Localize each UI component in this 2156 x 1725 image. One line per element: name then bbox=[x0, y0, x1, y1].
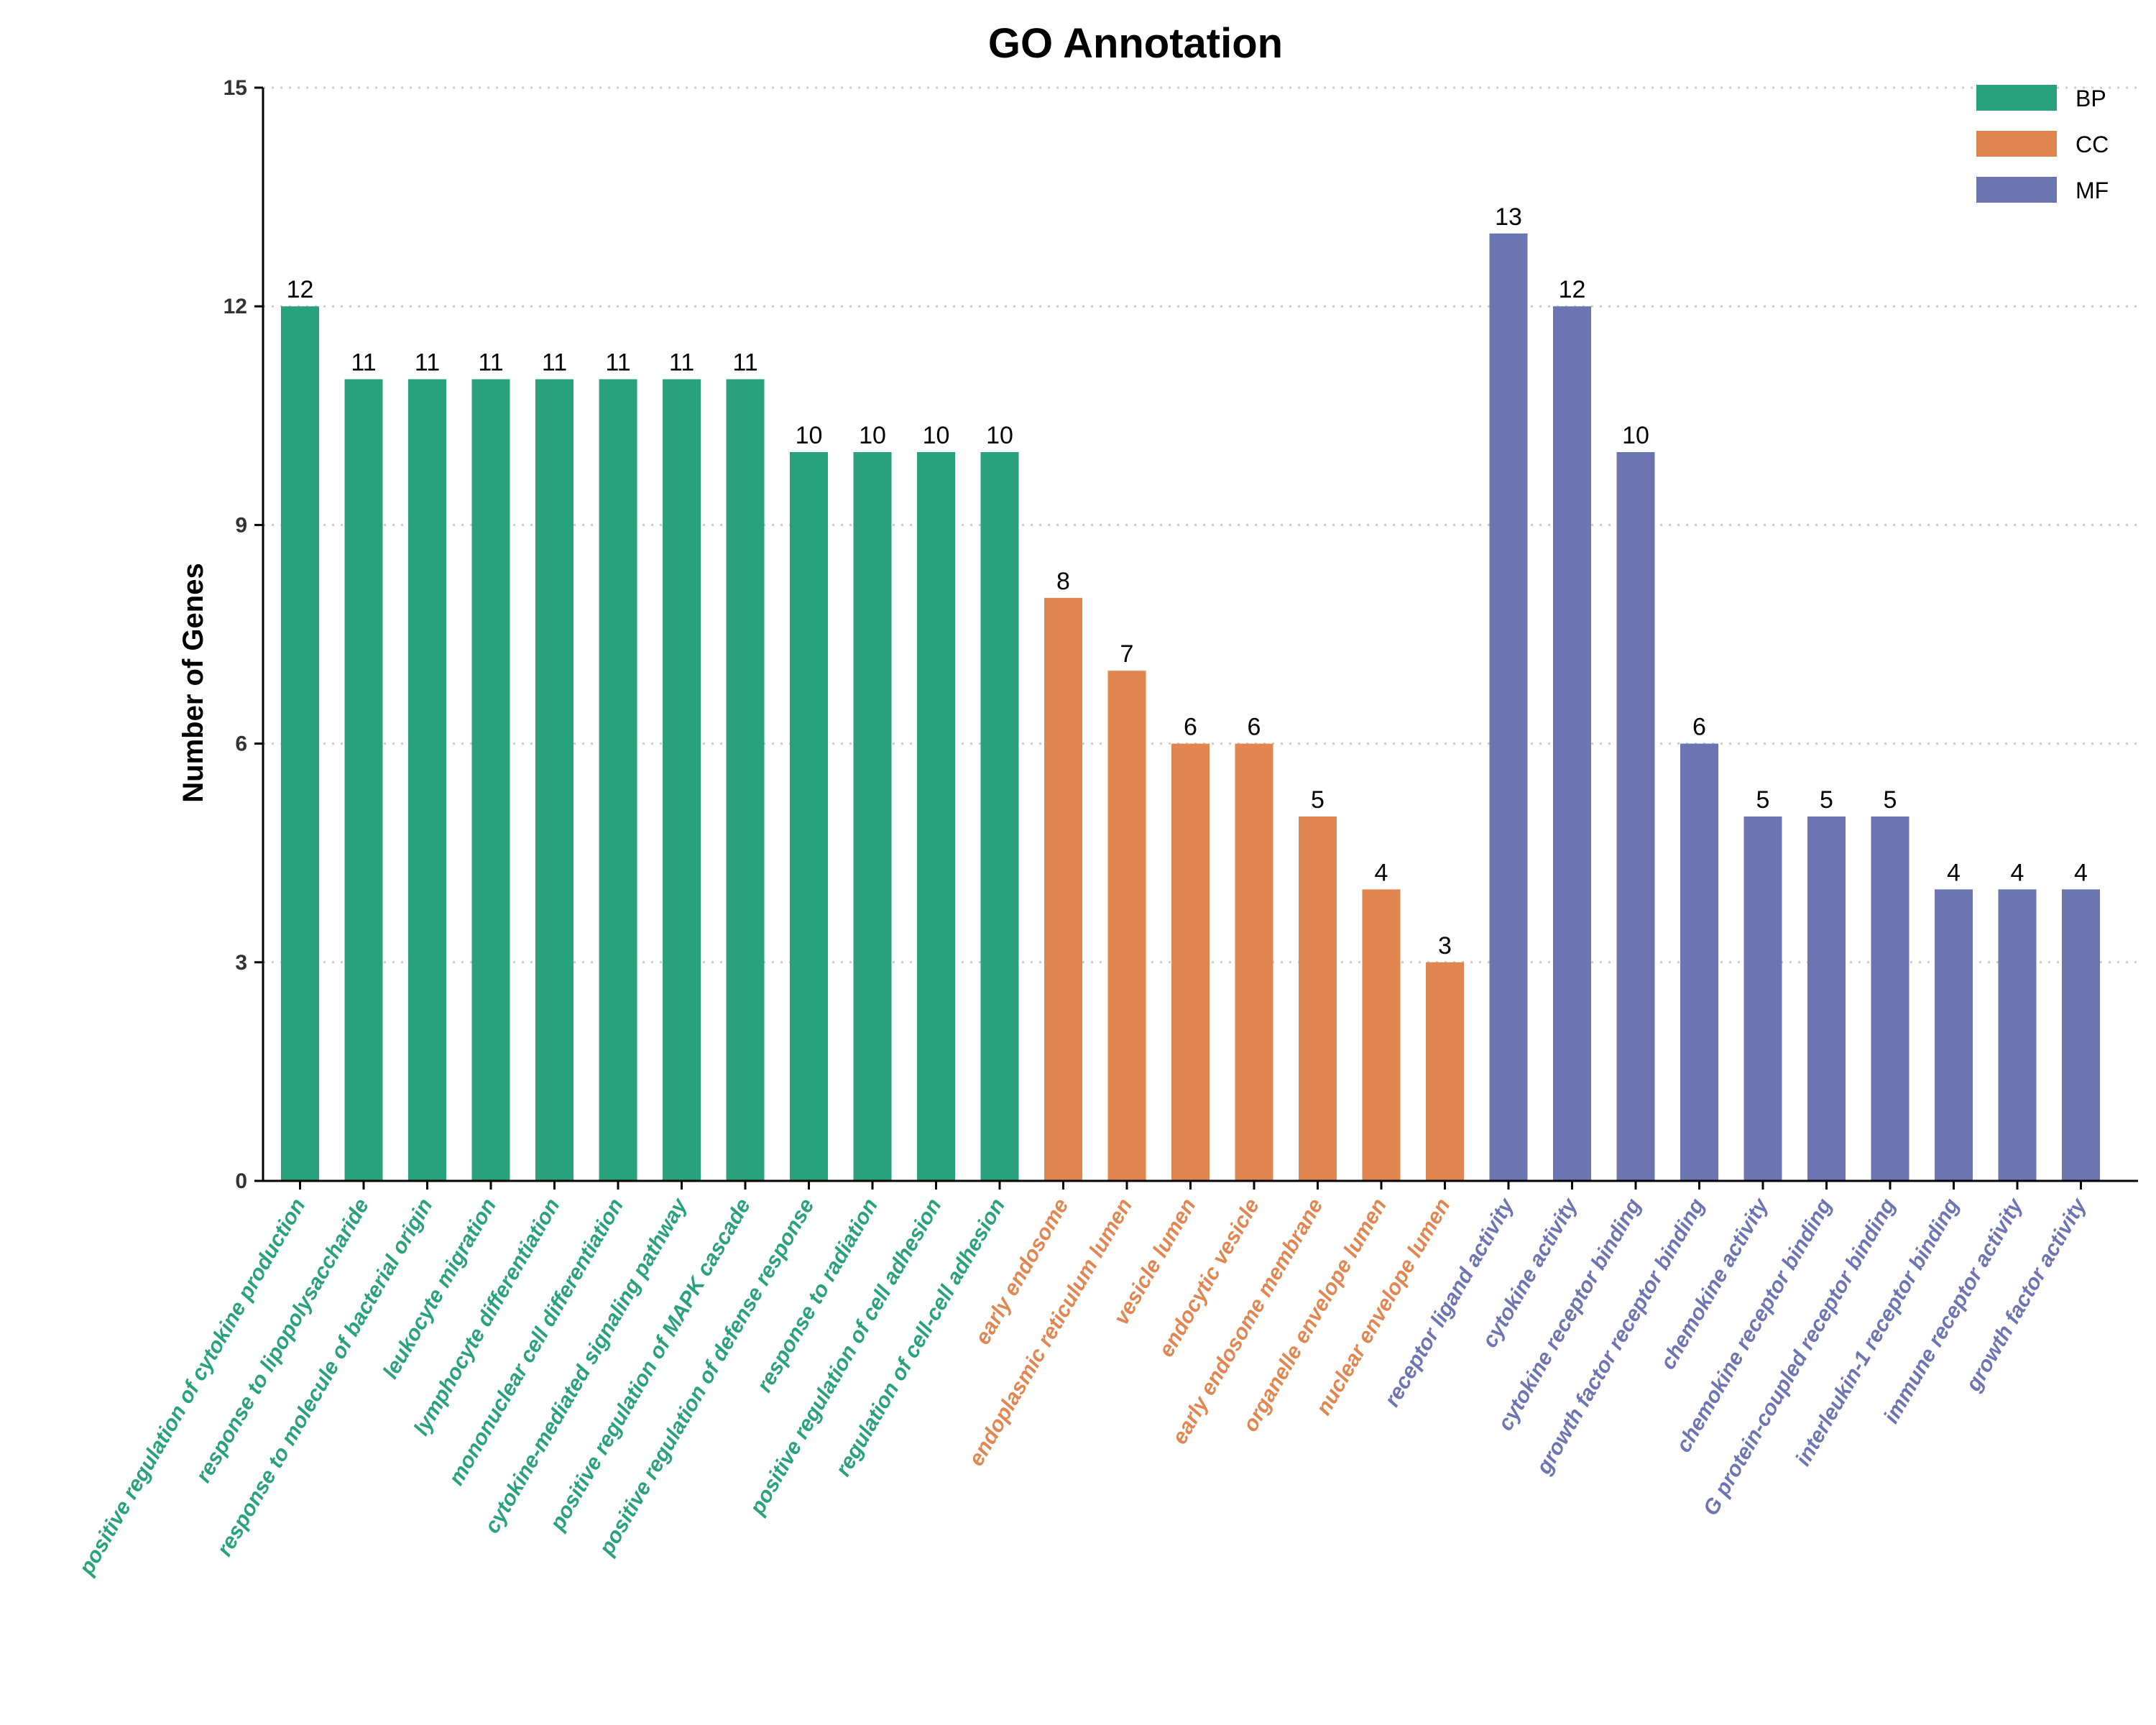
legend-swatch-mf bbox=[1976, 177, 2057, 203]
x-tick-label-bp-3: leukocyte migration bbox=[379, 1195, 501, 1383]
bar-bp-3 bbox=[471, 379, 510, 1181]
bar-value-label-mf-5: 5 bbox=[1820, 786, 1833, 814]
bar-bp-11 bbox=[980, 452, 1019, 1181]
bar-value-label-bp-6: 11 bbox=[669, 349, 694, 377]
bar-mf-8 bbox=[1998, 889, 2037, 1181]
bar-value-label-mf-4: 5 bbox=[1756, 786, 1770, 814]
bars bbox=[281, 233, 2100, 1182]
bar-value-label-bp-2: 11 bbox=[415, 349, 440, 377]
bar-mf-1 bbox=[1553, 306, 1591, 1182]
chart-title: GO Annotation bbox=[988, 20, 1283, 67]
bar-value-label-cc-4: 5 bbox=[1311, 786, 1325, 814]
bar-value-label-mf-1: 12 bbox=[1559, 276, 1586, 303]
y-tick-label-1: 3 bbox=[235, 951, 247, 975]
bar-mf-2 bbox=[1616, 452, 1655, 1181]
bar-mf-9 bbox=[2062, 889, 2100, 1181]
bar-value-label-bp-5: 11 bbox=[605, 349, 630, 377]
bar-cc-0 bbox=[1044, 597, 1082, 1181]
bar-value-label-mf-9: 4 bbox=[2074, 859, 2088, 886]
bar-bp-1 bbox=[344, 379, 383, 1181]
y-axis-label: Number of Genes bbox=[178, 563, 209, 802]
bar-mf-7 bbox=[1935, 889, 1973, 1181]
bar-value-label-mf-6: 5 bbox=[1884, 786, 1897, 814]
bar-value-label-bp-11: 10 bbox=[986, 422, 1013, 449]
legend-label-mf: MF bbox=[2076, 178, 2109, 203]
legend: BP CC MF bbox=[1976, 85, 2109, 203]
bar-cc-2 bbox=[1171, 743, 1210, 1181]
legend-label-bp: BP bbox=[2076, 86, 2106, 111]
bar-mf-0 bbox=[1489, 233, 1528, 1181]
y-tick-labels: 0 3 6 9 12 15 bbox=[224, 76, 247, 1193]
bar-bp-10 bbox=[917, 452, 955, 1181]
bar-value-label-bp-10: 10 bbox=[923, 422, 950, 449]
bar-mf-4 bbox=[1743, 816, 1782, 1181]
x-tick-label-mf-9: growth factor activity bbox=[1961, 1194, 2091, 1396]
bar-bp-7 bbox=[726, 379, 765, 1181]
bar-bp-0 bbox=[281, 306, 319, 1182]
bar-bp-5 bbox=[599, 379, 637, 1181]
bar-value-label-mf-2: 10 bbox=[1622, 422, 1649, 449]
bar-value-label-cc-3: 6 bbox=[1248, 714, 1261, 741]
bar-value-label-bp-4: 11 bbox=[542, 349, 567, 377]
bar-value-label-cc-5: 4 bbox=[1375, 859, 1388, 886]
bar-value-label-bp-8: 10 bbox=[796, 422, 823, 449]
bar-mf-6 bbox=[1871, 816, 1909, 1181]
bar-value-label-bp-3: 11 bbox=[478, 349, 503, 377]
bar-cc-1 bbox=[1107, 671, 1146, 1181]
x-tick-label-bp-9: response to radiation bbox=[752, 1195, 883, 1397]
bar-bp-4 bbox=[535, 379, 573, 1181]
axes bbox=[254, 86, 2138, 1190]
y-tick-label-4: 12 bbox=[224, 295, 247, 318]
legend-label-cc: CC bbox=[2076, 132, 2109, 157]
bar-mf-5 bbox=[1807, 816, 1846, 1181]
bar-bp-2 bbox=[408, 379, 446, 1181]
bar-bp-6 bbox=[663, 379, 701, 1181]
legend-swatch-cc bbox=[1976, 131, 2057, 157]
bar-cc-3 bbox=[1235, 743, 1273, 1181]
y-tick-label-0: 0 bbox=[235, 1169, 247, 1193]
bar-cc-5 bbox=[1362, 889, 1401, 1181]
bar-bp-9 bbox=[853, 452, 892, 1181]
y-tick-label-3: 9 bbox=[235, 513, 247, 537]
y-tick-label-2: 6 bbox=[235, 732, 247, 756]
bar-value-label-bp-9: 10 bbox=[859, 422, 886, 449]
bar-cc-4 bbox=[1299, 816, 1337, 1181]
bar-value-label-cc-0: 8 bbox=[1056, 568, 1070, 595]
bar-bp-8 bbox=[790, 452, 828, 1181]
bar-value-label-bp-7: 11 bbox=[732, 349, 757, 377]
bar-value-label-cc-6: 3 bbox=[1438, 932, 1452, 960]
bar-cc-6 bbox=[1426, 962, 1464, 1181]
bar-value-label-cc-2: 6 bbox=[1184, 714, 1197, 741]
bar-value-label-mf-0: 13 bbox=[1495, 203, 1522, 231]
legend-swatch-bp bbox=[1976, 85, 2057, 111]
bar-value-label-bp-1: 11 bbox=[351, 349, 376, 377]
bar-value-label-cc-1: 7 bbox=[1120, 640, 1134, 668]
bar-value-label-bp-0: 12 bbox=[287, 276, 314, 303]
x-tick-label-mf-0: receptor ligand activity bbox=[1380, 1194, 1519, 1411]
bar-value-label-mf-3: 6 bbox=[1692, 714, 1706, 741]
x-tick-labels: positive regulation of cytokine producti… bbox=[74, 1194, 2091, 1580]
bar-value-label-mf-7: 4 bbox=[1947, 859, 1961, 886]
y-tick-label-5: 15 bbox=[224, 76, 247, 100]
bar-value-label-mf-8: 4 bbox=[2011, 859, 2024, 886]
bar-mf-3 bbox=[1680, 743, 1718, 1181]
x-tick-label-bp-0: positive regulation of cytokine producti… bbox=[74, 1195, 310, 1580]
bar-value-labels: 12 11 11 11 11 11 11 11 10 10 10 10 8 7 6 6 5 4 3 13 12 10 6 5 5… bbox=[287, 203, 2088, 960]
